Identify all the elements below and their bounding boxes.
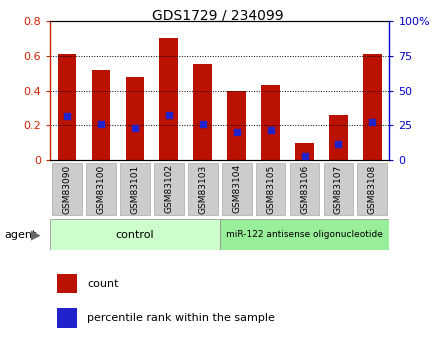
Point [266,128,273,133]
FancyBboxPatch shape [289,163,319,215]
Text: GDS1729 / 234099: GDS1729 / 234099 [151,9,283,23]
Text: GSM83104: GSM83104 [232,164,240,214]
Bar [159,38,178,160]
Point [131,125,138,130]
FancyBboxPatch shape [255,163,285,215]
Point [165,112,172,118]
Text: agent: agent [4,230,36,239]
Point [199,121,206,127]
Bar [227,90,245,160]
FancyBboxPatch shape [86,163,115,215]
Text: percentile rank within the sample: percentile rank within the sample [87,313,275,323]
FancyBboxPatch shape [187,163,217,215]
Text: GSM83105: GSM83105 [266,164,274,214]
Bar [329,115,347,160]
FancyBboxPatch shape [52,163,82,215]
Point [63,113,70,118]
Text: ▶: ▶ [31,228,41,241]
Point [368,119,375,125]
Text: GSM83107: GSM83107 [333,164,342,214]
FancyBboxPatch shape [221,163,251,215]
Text: count: count [87,279,118,288]
Bar [295,143,313,160]
FancyBboxPatch shape [219,219,388,250]
Point [97,121,104,127]
FancyBboxPatch shape [154,163,183,215]
Text: GSM83106: GSM83106 [299,164,308,214]
Bar [125,77,144,160]
Point [334,141,341,147]
Text: control: control [115,230,154,239]
Bar [193,65,211,160]
Text: GSM83090: GSM83090 [62,164,71,214]
Point [233,129,240,135]
Point [300,153,307,158]
FancyBboxPatch shape [357,163,386,215]
Text: GSM83108: GSM83108 [367,164,376,214]
Text: GSM83101: GSM83101 [130,164,139,214]
FancyBboxPatch shape [120,163,149,215]
Text: GSM83102: GSM83102 [164,164,173,214]
FancyBboxPatch shape [323,163,352,215]
Bar [57,308,77,328]
Text: GSM83103: GSM83103 [198,164,207,214]
Bar [58,54,76,160]
Text: GSM83100: GSM83100 [96,164,105,214]
Bar [362,54,381,160]
Bar [261,85,279,160]
Bar [92,70,110,160]
Text: miR-122 antisense oligonucleotide: miR-122 antisense oligonucleotide [226,230,382,239]
Bar [57,274,77,293]
FancyBboxPatch shape [50,219,219,250]
